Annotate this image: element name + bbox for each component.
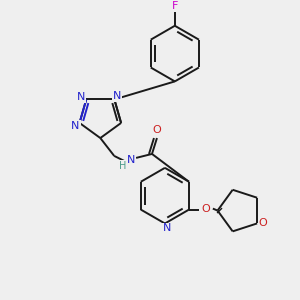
Text: N: N xyxy=(127,155,135,165)
Text: N: N xyxy=(163,224,171,233)
Text: N: N xyxy=(71,121,80,131)
Text: N: N xyxy=(113,92,122,101)
Text: O: O xyxy=(153,125,161,135)
Text: N: N xyxy=(77,92,86,103)
Text: O: O xyxy=(259,218,267,228)
Text: O: O xyxy=(202,204,210,214)
Text: H: H xyxy=(119,161,127,171)
Text: F: F xyxy=(172,1,178,11)
